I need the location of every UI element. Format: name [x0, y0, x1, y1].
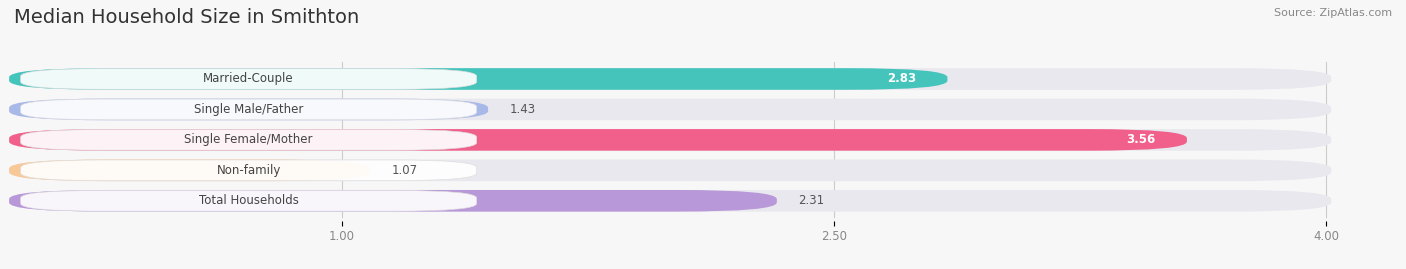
- Text: 3.56: 3.56: [1126, 133, 1156, 146]
- FancyBboxPatch shape: [10, 99, 488, 120]
- FancyBboxPatch shape: [10, 190, 776, 212]
- FancyBboxPatch shape: [21, 190, 477, 211]
- Text: Single Female/Mother: Single Female/Mother: [184, 133, 314, 146]
- FancyBboxPatch shape: [10, 129, 1331, 151]
- Text: Single Male/Father: Single Male/Father: [194, 103, 304, 116]
- Text: Non-family: Non-family: [217, 164, 281, 177]
- FancyBboxPatch shape: [21, 99, 477, 120]
- FancyBboxPatch shape: [10, 160, 370, 181]
- Text: Median Household Size in Smithton: Median Household Size in Smithton: [14, 8, 360, 27]
- FancyBboxPatch shape: [10, 68, 1331, 90]
- Text: 1.43: 1.43: [509, 103, 536, 116]
- Text: Total Households: Total Households: [198, 194, 298, 207]
- FancyBboxPatch shape: [10, 129, 1187, 151]
- FancyBboxPatch shape: [10, 99, 1331, 120]
- Text: 2.83: 2.83: [887, 72, 917, 86]
- Text: Married-Couple: Married-Couple: [204, 72, 294, 86]
- Text: 1.07: 1.07: [391, 164, 418, 177]
- FancyBboxPatch shape: [21, 130, 477, 150]
- FancyBboxPatch shape: [21, 160, 477, 181]
- FancyBboxPatch shape: [21, 69, 477, 89]
- FancyBboxPatch shape: [10, 190, 1331, 212]
- FancyBboxPatch shape: [10, 160, 1331, 181]
- Text: 2.31: 2.31: [799, 194, 824, 207]
- Text: Source: ZipAtlas.com: Source: ZipAtlas.com: [1274, 8, 1392, 18]
- FancyBboxPatch shape: [10, 68, 948, 90]
